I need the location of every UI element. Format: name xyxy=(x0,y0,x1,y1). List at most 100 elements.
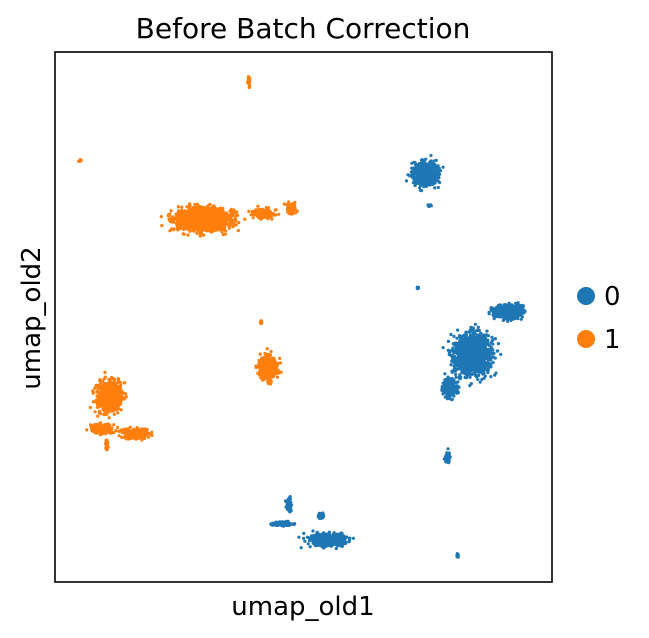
point xyxy=(308,545,312,549)
point xyxy=(78,158,82,162)
point xyxy=(317,536,321,540)
point xyxy=(188,216,192,220)
point xyxy=(471,331,475,335)
point xyxy=(431,168,436,172)
point xyxy=(463,359,467,363)
point xyxy=(458,334,462,338)
point xyxy=(450,391,454,395)
point xyxy=(472,366,476,370)
point xyxy=(485,329,489,333)
point xyxy=(470,372,474,376)
point xyxy=(479,370,483,374)
point xyxy=(202,223,206,227)
point xyxy=(491,355,495,359)
point xyxy=(413,161,417,165)
point xyxy=(206,204,210,208)
point xyxy=(247,85,251,90)
point xyxy=(193,207,197,211)
point xyxy=(458,373,462,377)
point xyxy=(348,536,352,541)
point xyxy=(519,317,523,321)
point xyxy=(334,538,338,542)
point xyxy=(418,188,422,192)
point xyxy=(449,363,453,367)
point xyxy=(433,186,437,190)
point xyxy=(213,222,217,226)
cluster-0-10 xyxy=(316,511,326,521)
point xyxy=(464,339,468,343)
point xyxy=(460,348,464,352)
series-0 xyxy=(269,153,527,559)
point xyxy=(446,375,450,379)
point xyxy=(309,534,314,538)
point xyxy=(419,158,424,162)
point xyxy=(311,529,315,533)
point xyxy=(220,228,224,232)
point xyxy=(476,325,480,329)
point xyxy=(344,535,348,540)
point xyxy=(456,380,460,384)
point xyxy=(251,216,255,220)
point xyxy=(293,522,297,526)
point xyxy=(429,170,433,175)
point xyxy=(476,346,480,350)
point xyxy=(338,532,342,536)
point xyxy=(422,170,426,174)
point xyxy=(482,339,486,343)
point xyxy=(197,213,201,217)
point xyxy=(451,346,455,350)
point xyxy=(170,227,174,231)
point xyxy=(473,322,477,326)
point xyxy=(186,233,190,237)
point xyxy=(199,206,203,210)
point xyxy=(415,166,420,170)
point xyxy=(312,540,317,545)
point xyxy=(236,229,240,233)
point xyxy=(494,371,498,375)
point xyxy=(288,500,292,505)
point xyxy=(441,165,445,169)
point xyxy=(424,157,428,161)
point xyxy=(487,352,491,356)
point xyxy=(199,216,203,221)
point xyxy=(315,530,319,534)
point xyxy=(420,165,424,169)
point xyxy=(429,182,433,186)
point xyxy=(171,220,176,224)
point xyxy=(182,225,186,229)
point xyxy=(180,205,184,209)
point xyxy=(313,538,317,542)
point xyxy=(196,208,200,212)
point xyxy=(297,535,301,539)
point xyxy=(410,161,414,165)
point xyxy=(203,219,208,223)
point xyxy=(217,228,221,232)
point xyxy=(476,377,480,381)
point xyxy=(516,317,520,321)
point xyxy=(484,356,488,360)
point xyxy=(502,303,506,307)
point xyxy=(193,221,197,225)
point xyxy=(453,389,457,394)
point xyxy=(458,366,463,370)
point xyxy=(208,229,212,233)
cluster-0-7 xyxy=(297,529,355,551)
point xyxy=(483,366,487,370)
point xyxy=(431,161,435,166)
point xyxy=(523,310,527,314)
point xyxy=(453,363,457,367)
point xyxy=(411,167,415,171)
point xyxy=(183,218,187,222)
point xyxy=(228,213,232,217)
cluster-0-0 xyxy=(404,153,445,193)
point xyxy=(493,313,497,317)
point xyxy=(221,224,225,228)
point xyxy=(491,309,495,313)
point xyxy=(429,204,433,208)
point xyxy=(447,350,451,354)
cluster-0-5 xyxy=(440,372,461,402)
point xyxy=(433,181,437,185)
point xyxy=(410,174,414,178)
point xyxy=(299,546,303,550)
point xyxy=(288,507,292,511)
